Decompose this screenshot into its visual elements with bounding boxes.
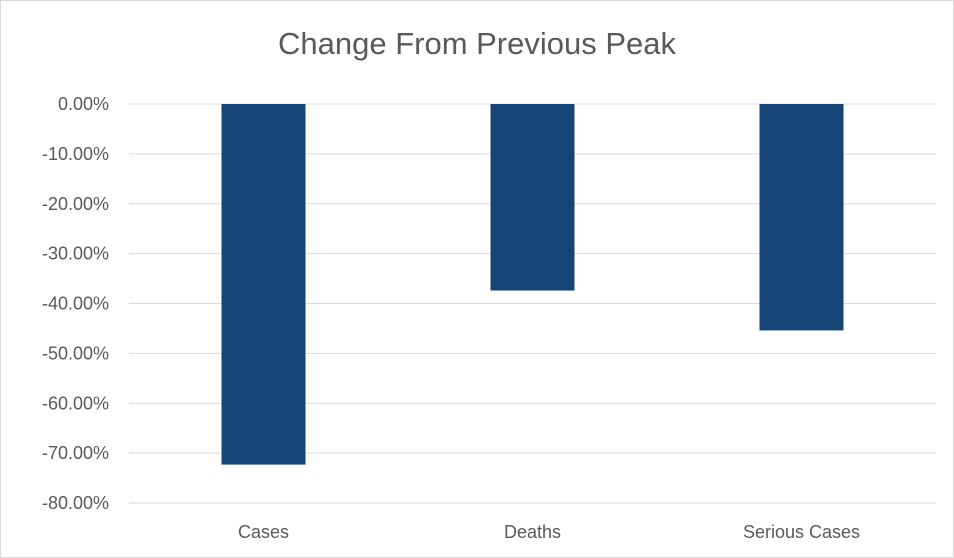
chart-title: Change From Previous Peak — [277, 26, 677, 61]
y-tick-label: -80.00% — [42, 493, 109, 513]
y-tick-label: 0.00% — [58, 94, 109, 114]
x-tick-label: Serious Cases — [743, 522, 860, 542]
x-axis-tick-labels: Cases Deaths Serious Cases — [238, 522, 860, 542]
y-tick-label: -30.00% — [42, 244, 109, 264]
x-tick-label: Cases — [238, 522, 289, 542]
y-tick-label: -20.00% — [42, 194, 109, 214]
y-tick-label: -50.00% — [42, 343, 109, 363]
bar-deaths — [490, 104, 575, 291]
y-tick-label: -10.00% — [42, 144, 109, 164]
y-tick-label: -40.00% — [42, 294, 109, 314]
y-tick-label: -70.00% — [42, 443, 109, 463]
y-tick-label: -60.00% — [42, 393, 109, 413]
x-tick-label: Deaths — [504, 522, 561, 542]
y-axis-tick-labels: 0.00% -10.00% -20.00% -30.00% -40.00% -50.00%… — [42, 94, 109, 513]
bar-serious-cases — [759, 104, 844, 331]
bars — [221, 104, 844, 465]
bar-cases — [221, 104, 306, 465]
